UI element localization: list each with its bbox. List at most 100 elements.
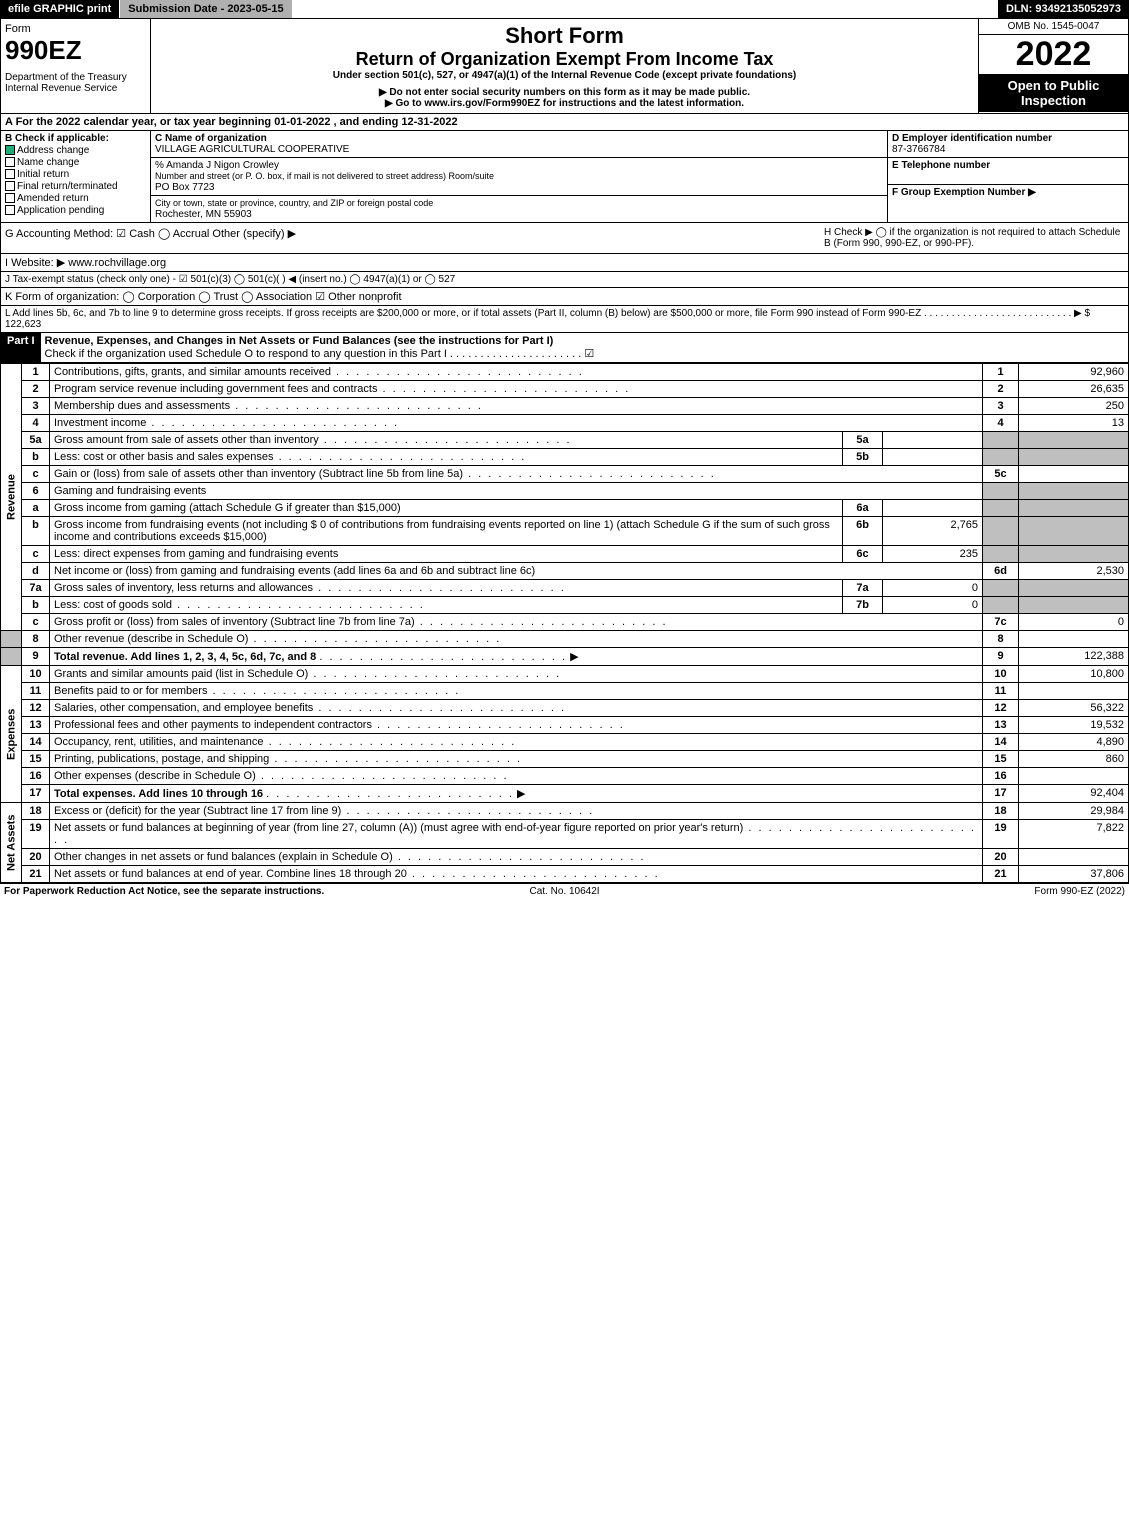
l6a-sv [883,500,983,517]
dept-label: Department of the Treasury Internal Reve… [5,72,146,94]
line-19: 19 Net assets or fund balances at beginn… [1,820,1129,849]
c-care-row: % Amanda J Nigon Crowley Number and stre… [151,158,887,196]
l8-num: 8 [22,631,50,648]
l19-ln: 19 [983,820,1019,849]
l5b-sc: 5b [843,449,883,466]
l10-ln: 10 [983,666,1019,683]
l21-num: 21 [22,866,50,883]
line-6b: b Gross income from fundraising events (… [1,517,1129,546]
l6d-desc: Net income or (loss) from gaming and fun… [50,563,983,580]
chk-name-change[interactable]: Name change [5,157,146,168]
line-14: 14 Occupancy, rent, utilities, and maint… [1,734,1129,751]
l2-val: 26,635 [1019,381,1129,398]
l13-desc: Professional fees and other payments to … [54,719,625,731]
l16-ln: 16 [983,768,1019,785]
l6b-num: b [22,517,50,546]
g-accounting: G Accounting Method: ☑ Cash ◯ Accrual Ot… [5,227,824,249]
section-bcdef: B Check if applicable: Address change Na… [0,131,1129,223]
l6b-desc: Gross income from fundraising events (no… [50,517,843,546]
city: Rochester, MN 55903 [155,209,252,220]
l11-desc: Benefits paid to or for members [54,685,460,697]
l6-val-grey [1019,483,1129,500]
form-header: Form 990EZ Department of the Treasury In… [0,18,1129,114]
l1-num: 1 [22,364,50,381]
line-10: Expenses 10 Grants and similar amounts p… [1,666,1129,683]
l3-val: 250 [1019,398,1129,415]
l4-val: 13 [1019,415,1129,432]
l5b-sv [883,449,983,466]
line-7a: 7a Gross sales of inventory, less return… [1,580,1129,597]
c-name-row: C Name of organization VILLAGE AGRICULTU… [151,131,887,158]
form-label: Form [5,23,146,35]
l7c-desc: Gross profit or (loss) from sales of inv… [54,616,668,628]
l6d-ln: 6d [983,563,1019,580]
l20-num: 20 [22,849,50,866]
l7a-val-grey [1019,580,1129,597]
footer-left: For Paperwork Reduction Act Notice, see … [4,886,378,897]
chk-initial-return[interactable]: Initial return [5,169,146,180]
part1-header-row: Part I Revenue, Expenses, and Changes in… [0,333,1129,363]
l6d-val: 2,530 [1019,563,1129,580]
l1-val: 92,960 [1019,364,1129,381]
submission-date-button[interactable]: Submission Date - 2023-05-15 [120,0,292,18]
l3-num: 3 [22,398,50,415]
l13-ln: 13 [983,717,1019,734]
chk-application-pending[interactable]: Application pending [5,205,146,216]
chk-address-change[interactable]: Address change [5,145,146,156]
l12-val: 56,322 [1019,700,1129,717]
l7b-val-grey [1019,597,1129,614]
l5c-ln: 5c [983,466,1019,483]
tax-year: 2022 [979,35,1128,74]
l5a-sv [883,432,983,449]
l18-ln: 18 [983,803,1019,820]
l12-desc: Salaries, other compensation, and employ… [54,702,566,714]
line-5a: 5a Gross amount from sale of assets othe… [1,432,1129,449]
l17-val: 92,404 [1019,785,1129,803]
l7b-ln-grey [983,597,1019,614]
l7a-num: 7a [22,580,50,597]
l5c-num: c [22,466,50,483]
l16-num: 16 [22,768,50,785]
l10-num: 10 [22,666,50,683]
l5c-desc: Gain or (loss) from sale of assets other… [54,468,716,480]
line-8: 8 Other revenue (describe in Schedule O)… [1,631,1129,648]
c-city-row: City or town, state or province, country… [151,196,887,222]
part1-label: Part I [1,333,41,362]
l2-ln: 2 [983,381,1019,398]
chk-final-return[interactable]: Final return/terminated [5,181,146,192]
form-number: 990EZ [5,35,146,66]
l5a-sc: 5a [843,432,883,449]
omb-number: OMB No. 1545-0047 [979,19,1128,35]
note-goto[interactable]: ▶ Go to www.irs.gov/Form990EZ for instru… [155,98,974,109]
header-center: Short Form Return of Organization Exempt… [151,19,978,113]
website[interactable]: I Website: ▶ www.rochvillage.org [5,257,166,269]
care-of: % Amanda J Nigon Crowley [155,160,279,171]
l7b-sv: 0 [883,597,983,614]
chk-initial-return-label: Initial return [17,169,69,180]
l6c-desc: Less: direct expenses from gaming and fu… [50,546,843,563]
l1-ln: 1 [983,364,1019,381]
part1-checknote: Check if the organization used Schedule … [45,348,595,360]
line-17: 17 Total expenses. Add lines 10 through … [1,785,1129,803]
l17-ln: 17 [983,785,1019,803]
l21-ln: 21 [983,866,1019,883]
sidebar-expenses: Expenses [1,666,22,803]
title-short-form: Short Form [155,23,974,49]
l11-ln: 11 [983,683,1019,700]
l6b-val-grey [1019,517,1129,546]
l9-desc: Total revenue. Add lines 1, 2, 3, 4, 5c,… [54,651,316,663]
l21-val: 37,806 [1019,866,1129,883]
efile-label[interactable]: efile GRAPHIC print [0,0,120,18]
l6a-ln-grey [983,500,1019,517]
l12-num: 12 [22,700,50,717]
line-7b: b Less: cost of goods sold 7b 0 [1,597,1129,614]
l6b-sv: 2,765 [883,517,983,546]
b-label: B Check if applicable: [5,133,146,144]
l6b-ln-grey [983,517,1019,546]
l6b-sc: 6b [843,517,883,546]
l7c-val: 0 [1019,614,1129,631]
chk-amended-return[interactable]: Amended return [5,193,146,204]
line-6: 6 Gaming and fundraising events [1,483,1129,500]
l18-desc: Excess or (deficit) for the year (Subtra… [54,805,594,817]
l6a-desc: Gross income from gaming (attach Schedul… [50,500,843,517]
